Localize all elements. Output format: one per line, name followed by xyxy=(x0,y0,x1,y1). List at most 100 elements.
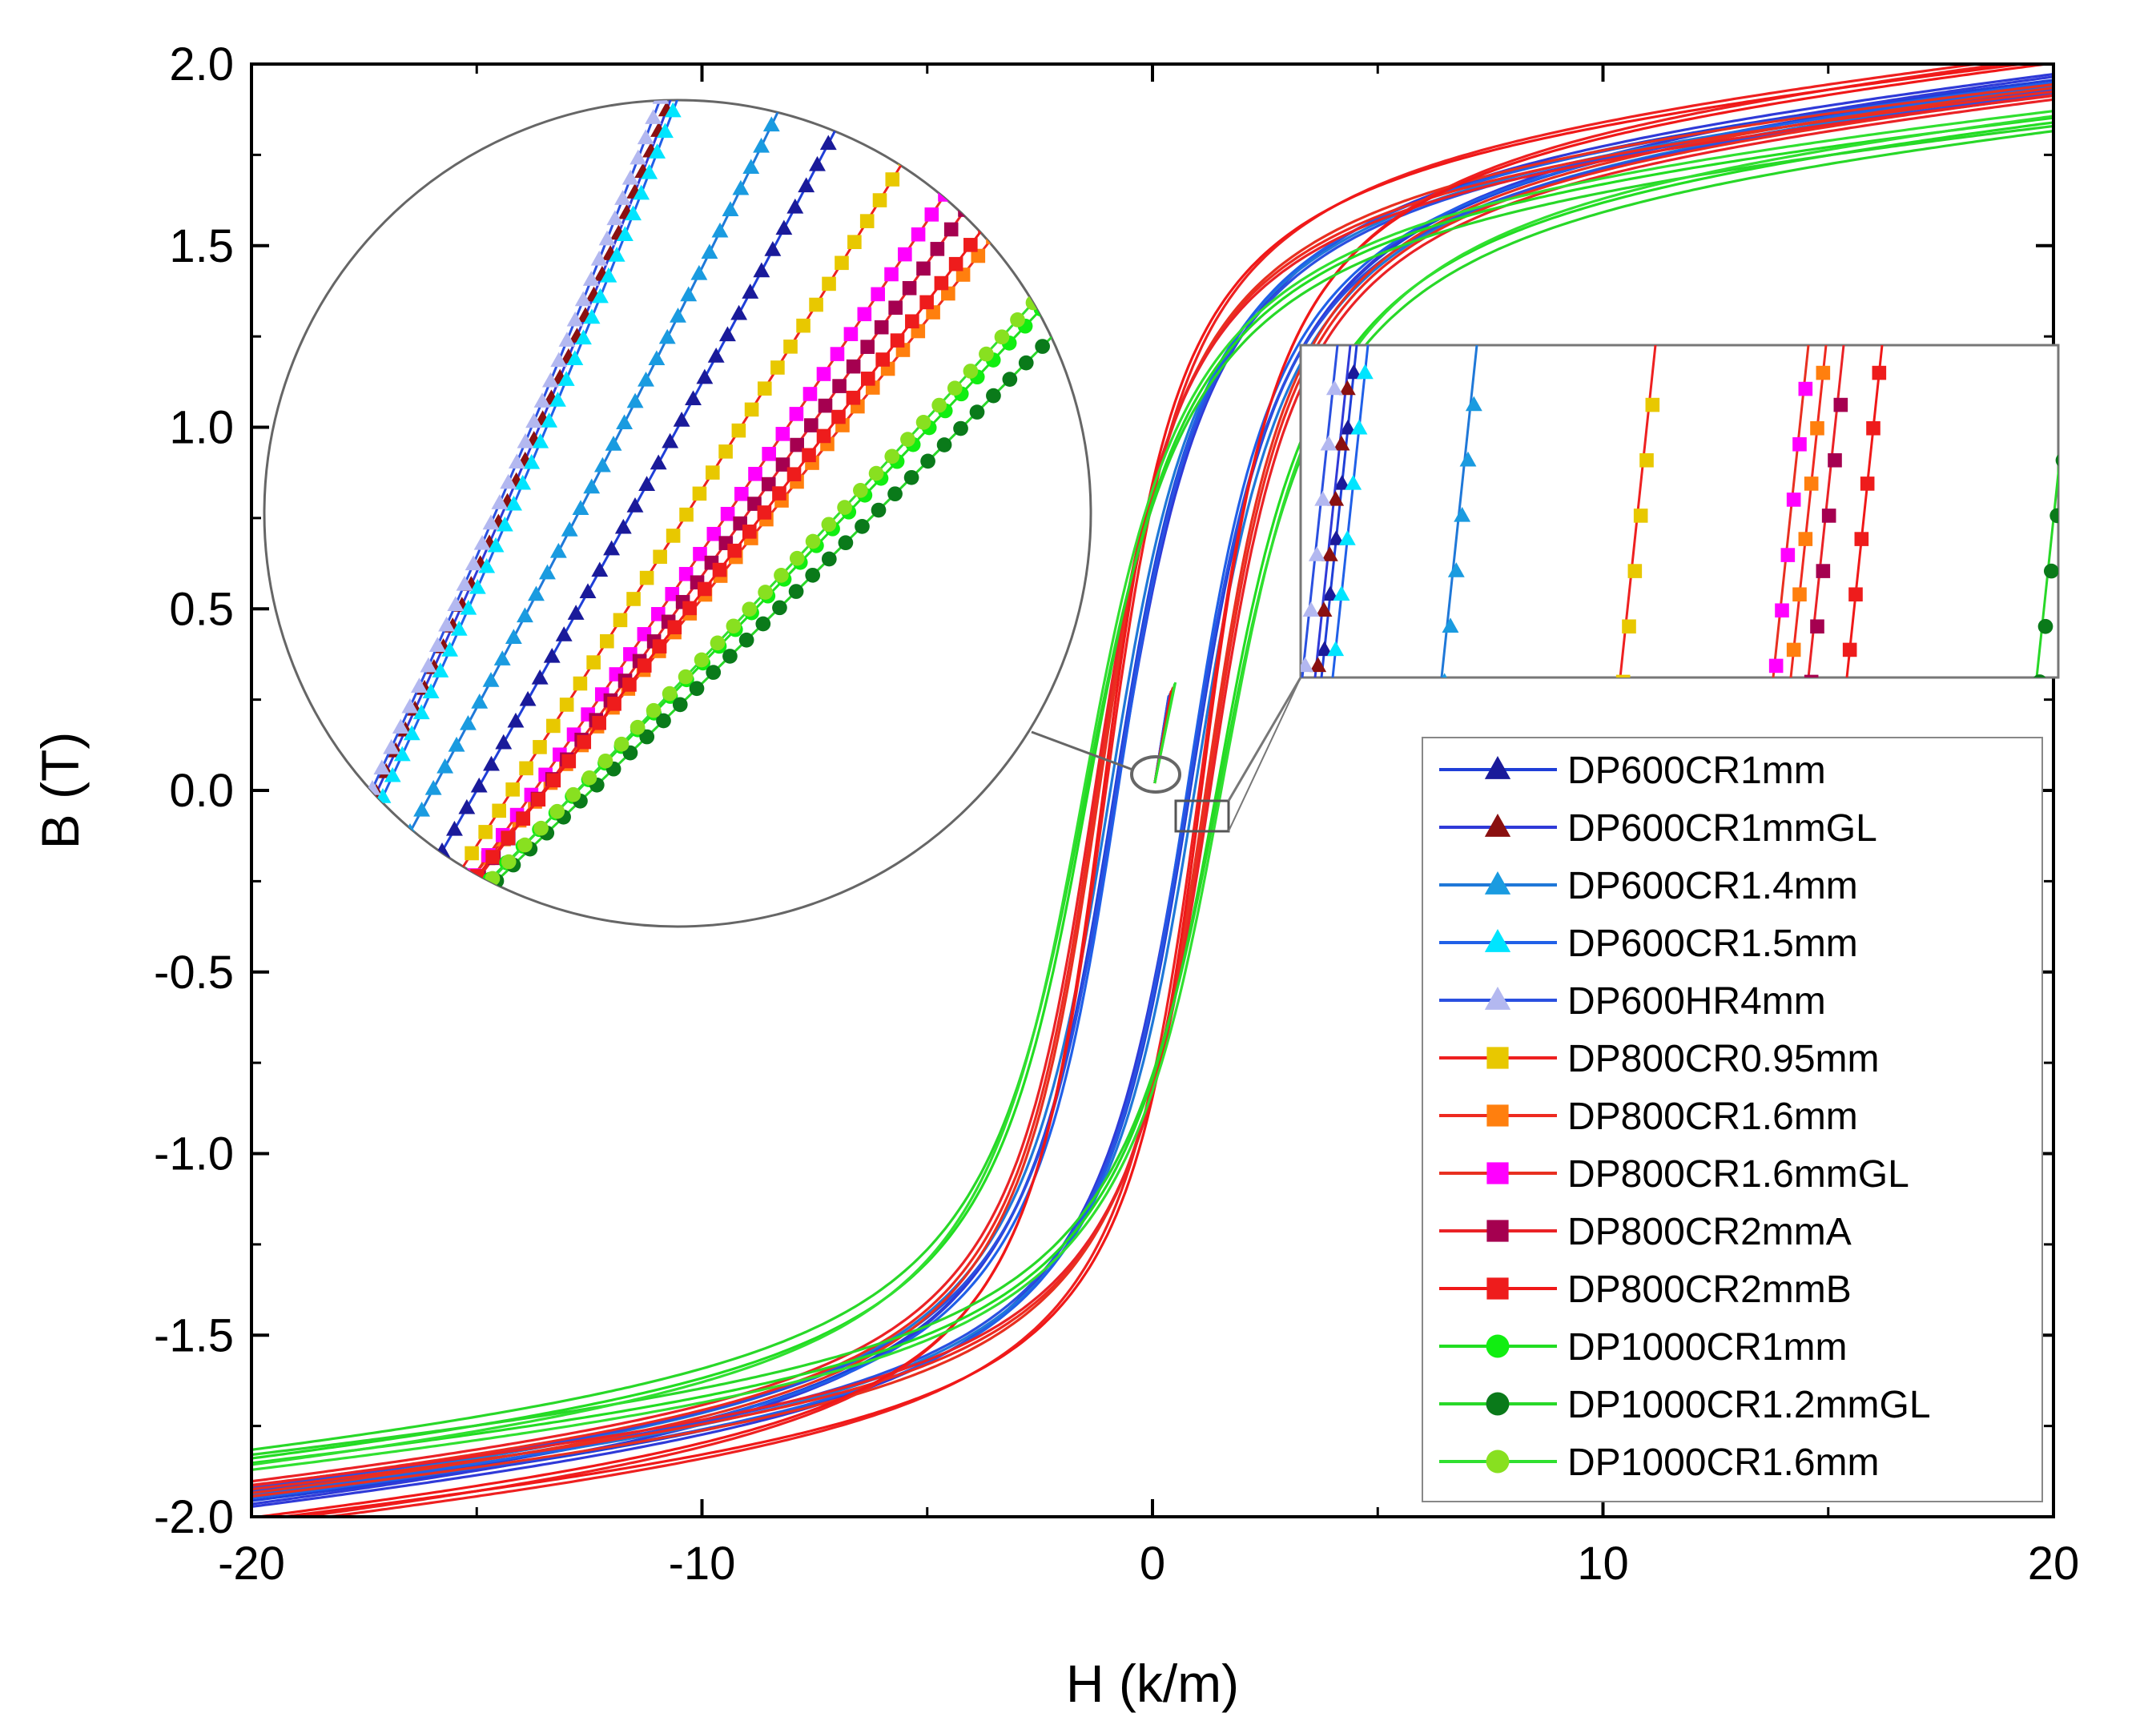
zoom-series-marker xyxy=(605,436,622,451)
zoom-series-marker xyxy=(872,193,887,207)
zoom-series-marker xyxy=(666,529,681,543)
legend-marker xyxy=(1486,1220,1509,1242)
zoom-series-marker xyxy=(565,786,581,802)
zoom-series-marker xyxy=(969,404,985,420)
zoom-series-marker xyxy=(738,632,754,648)
zoom-series-marker xyxy=(1860,476,1875,491)
zoom-series-marker xyxy=(1051,322,1067,338)
zoom-series-marker xyxy=(428,637,446,652)
zoom-series-marker xyxy=(775,219,793,235)
zoom-series-marker xyxy=(1442,617,1459,633)
zoom-series-marker xyxy=(838,535,854,551)
zoom-series-marker xyxy=(485,850,500,864)
zoom-series-marker xyxy=(657,123,674,139)
zoom-series-marker xyxy=(871,287,885,302)
zoom-series-marker xyxy=(775,457,790,472)
zoom-series-marker xyxy=(1848,587,1863,602)
y-tick-label: -1.0 xyxy=(154,1128,234,1180)
zoom-series-marker xyxy=(888,300,903,316)
zoom-series-marker xyxy=(516,607,533,623)
zoom-series-marker xyxy=(1854,532,1869,546)
zoom-series-marker xyxy=(579,583,597,599)
zoom-series-marker xyxy=(523,453,541,469)
legend-item: DP600CR1.4mm xyxy=(1439,865,1858,907)
zoom-series-marker xyxy=(924,207,939,222)
curves-layer xyxy=(251,64,2053,1517)
zoom-series-marker xyxy=(528,585,545,601)
ticks-layer: -20 -10 0 10 20 -2.0 -1.5 -1.0 -0.5 0.0 0.5 1.0 1.5 2… xyxy=(154,38,2079,1590)
zoom-series-marker xyxy=(1339,419,1357,435)
zoom-series-marker xyxy=(1786,493,1801,507)
zoom-series-marker xyxy=(853,483,868,498)
zoom-series-marker xyxy=(1314,490,1332,506)
zoom-series-marker xyxy=(1645,397,1660,412)
zoom-circle-inset xyxy=(263,99,1181,928)
zoom-series-marker xyxy=(678,669,694,685)
zoom-series-marker xyxy=(577,734,592,750)
zoom-series-marker xyxy=(581,770,597,786)
zoom-series-marker xyxy=(2098,532,2113,547)
zoom-series-marker xyxy=(900,432,915,447)
zoom-series-marker xyxy=(821,517,837,533)
zoom-series-marker xyxy=(1442,673,1447,678)
legend-label: DP600CR1.4mm xyxy=(1567,865,1858,907)
zoom-series-marker xyxy=(1338,380,1356,396)
zoom-series-marker xyxy=(641,163,658,179)
zoom-series-marker xyxy=(441,641,459,657)
zoom-series-marker xyxy=(2103,476,2118,492)
zoom-series-marker xyxy=(963,238,978,252)
zoom-series-marker xyxy=(1816,365,1831,380)
zoom-series-marker xyxy=(1786,642,1801,657)
zoom-series-marker xyxy=(953,420,968,436)
zoom-series-marker xyxy=(420,657,437,673)
zoom-series-marker xyxy=(626,497,644,513)
zoom-series-marker xyxy=(1333,585,1350,601)
zoom-series-marker xyxy=(656,713,671,729)
zoom-series-marker xyxy=(809,297,823,312)
zoom-series-marker xyxy=(692,486,707,501)
zoom-series-marker xyxy=(871,502,887,518)
x-tick-label: 10 xyxy=(1577,1538,1629,1590)
zoom-series-marker xyxy=(2092,587,2107,602)
zoom-series-marker xyxy=(2055,454,2058,466)
zoom-series-marker xyxy=(786,467,802,481)
zoom-series-marker xyxy=(805,567,821,583)
zoom-series-marker xyxy=(557,371,575,386)
zoom-series-marker xyxy=(712,562,727,577)
zoom-series-marker xyxy=(501,830,516,845)
zoom-series-marker xyxy=(757,505,772,520)
zoom-series-marker xyxy=(575,329,592,345)
zoom-series-marker xyxy=(796,318,811,333)
zoom-series-marker xyxy=(1633,509,1648,523)
zoom-series-marker xyxy=(436,758,454,774)
zoom-series-marker xyxy=(861,372,875,386)
zoom-series-marker xyxy=(911,227,926,242)
zoom-series-marker xyxy=(835,255,849,271)
zoom-series-marker xyxy=(1816,564,1831,578)
zoom-series-marker xyxy=(653,549,667,565)
zoom-series-marker xyxy=(459,714,477,730)
zoom-series-marker xyxy=(730,304,748,320)
zoom-series-marker xyxy=(1308,546,1325,561)
zoom-series-marker xyxy=(1010,312,1025,328)
zoom-series-marker xyxy=(773,100,790,111)
legend-marker xyxy=(1484,814,1511,837)
legend-label: DP600CR1.5mm xyxy=(1567,923,1858,965)
zoom-series-marker xyxy=(450,620,468,636)
legend-label: DP800CR2mmA xyxy=(1567,1211,1852,1253)
zoom-series-marker xyxy=(753,137,770,153)
zoom-series-marker xyxy=(757,381,772,396)
zoom-series-marker xyxy=(514,474,532,490)
zoom-series-marker xyxy=(600,633,614,649)
zoom-series-marker xyxy=(667,620,682,635)
zoom-series-marker xyxy=(930,242,945,256)
zoom-series-marker xyxy=(662,686,678,702)
zoom-series-marker xyxy=(816,428,831,444)
zoom-series-line xyxy=(1320,345,1358,678)
zoom-series-marker xyxy=(555,626,573,641)
y-tick-label: 0.5 xyxy=(169,583,234,635)
zoom-series-marker xyxy=(1459,451,1477,467)
legend-marker xyxy=(1484,871,1511,895)
zoom-series-marker xyxy=(469,578,486,594)
legend-item: DP600CR1.5mm xyxy=(1439,923,1858,965)
